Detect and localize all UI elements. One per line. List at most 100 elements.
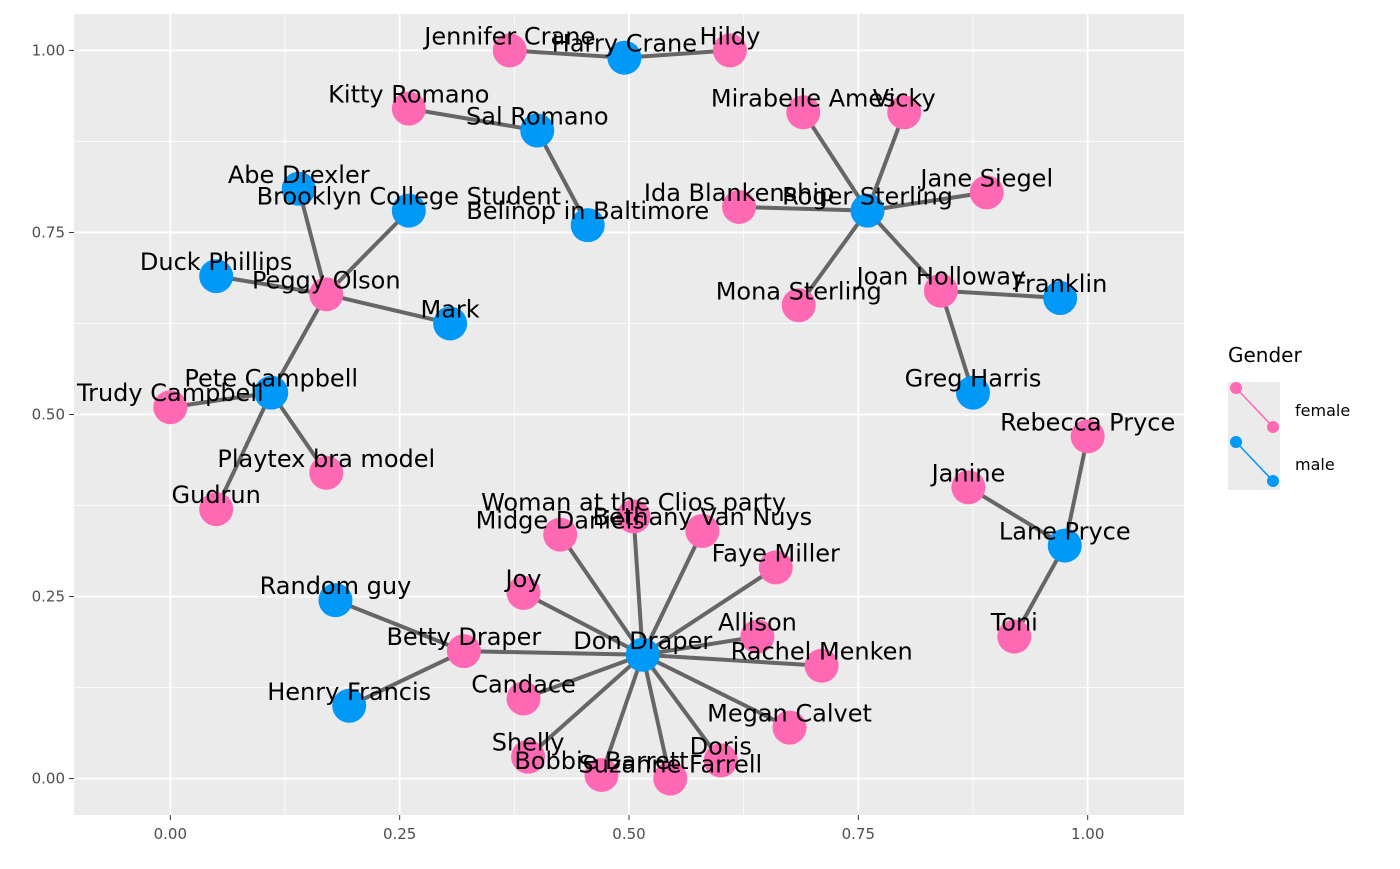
edge-lane-pryce-toni [1012,543,1067,639]
edge-abe-drexler-peggy-olson [296,186,329,297]
node-franklin [1043,280,1078,315]
node-gudrun [199,492,234,527]
edge-don-draper-bethany-van-nuys [640,529,705,657]
y-tick-label: 0.75 [32,223,65,241]
edge-joan-holloway-franklin [938,288,1063,300]
node-label-abe-drexler: Abe Drexler [228,161,370,189]
edge-janine-lane-pryce [966,485,1067,548]
node-label-playtex-bra-model: Playtex bra model [217,445,435,473]
node-abe-drexler [281,171,316,206]
x-tick-label: 1.00 [1071,825,1104,843]
edge-don-draper-shelly [526,652,645,759]
edge-don-draper-rachel-menken [640,652,824,668]
node-allison [740,619,775,654]
node-toni [997,619,1032,654]
node-megan-calvet [772,710,807,745]
node-trudy-campbell [153,390,188,425]
node-label-jane-siegel: Jane Siegel [918,164,1053,192]
edge-rebecca-pryce-lane-pryce [1062,434,1090,548]
node-rachel-menken [804,648,839,683]
edge-don-draper-joy [521,590,645,657]
y-tick-label: 0.00 [32,770,65,788]
legend-key-dot-male [1230,436,1242,448]
node-label-jennifer-crane: Jennifer Crane [422,22,595,50]
node-bobbie-barrett [584,757,619,792]
node-label-joan-holloway: Joan Holloway [855,263,1026,291]
node-label-woman-at-the-clios-party: Woman at the Clios party [481,488,786,516]
node-label-betty-draper: Betty Draper [386,623,541,651]
x-tick-label: 0.00 [154,825,187,843]
y-tick-label: 0.50 [32,406,65,424]
node-jennifer-crane [492,33,527,68]
node-joan-holloway [923,273,958,308]
edge-jennifer-crane-harry-crane [507,48,627,60]
node-label-megan-calvet: Megan Calvet [707,700,872,728]
node-betty-draper [446,634,481,669]
x-tick-label: 0.25 [383,825,416,843]
node-label-faye-miller: Faye Miller [712,539,840,567]
node-label-roger-sterling: Roger Sterling [782,183,953,211]
node-joy [506,575,541,610]
node-label-peggy-olson: Peggy Olson [252,266,401,294]
node-label-bethany-van-nuys: Bethany Van Nuys [593,503,813,531]
node-label-random-guy: Random guy [260,572,412,600]
edge-mona-sterling-roger-sterling [796,208,870,308]
node-label-candace: Candace [471,670,576,698]
node-mona-sterling [781,288,816,323]
node-label-ida-blankenship: Ida Blankenship [644,179,834,207]
edge-don-draper-doris [640,652,723,763]
node-roger-sterling [850,193,885,228]
node-label-franklin: Franklin [1013,270,1107,298]
node-label-mona-sterling: Mona Sterling [716,277,882,305]
edge-don-draper-candace [521,652,645,701]
node-duck-phillips [199,259,234,294]
legend-key-line-female [1235,387,1274,428]
node-label-doris: Doris [690,732,752,760]
node-label-mirabelle-ames: Mirabelle Ames [711,84,896,112]
node-peggy-olson [309,277,344,312]
node-label-rebecca-pryce: Rebecca Pryce [1000,408,1175,436]
edge-ida-blankenship-roger-sterling [737,204,870,213]
edge-betty-draper-henry-francis [347,649,466,708]
node-bethany-van-nuys [685,514,720,549]
node-label-janine: Janine [930,459,1006,487]
legend-key-dot-female [1230,382,1242,394]
edge-betty-draper-random-guy [333,598,466,654]
node-label-trudy-campbell: Trudy Campbell [76,379,264,407]
node-suzanne-farrell [653,761,688,796]
node-label-mark: Mark [421,295,480,323]
node-label-vicky: Vicky [873,84,936,112]
node-label-don-draper: Don Draper [573,627,712,655]
legend: Gender female male [1228,343,1350,490]
edge-joan-holloway-greg-harris [938,288,976,395]
edge-mirabelle-ames-roger-sterling [801,110,870,213]
edge-brooklyn-college-student-peggy-olson [324,208,411,297]
edges-layer [168,48,1090,781]
edge-don-draper-faye-miller [640,565,778,657]
edge-don-draper-midge-daniels [558,532,645,657]
edge-peggy-olson-mark [324,292,453,326]
edge-vicky-roger-sterling [865,110,907,213]
node-belinop-in-baltimore [570,208,605,243]
node-faye-miller [758,550,793,585]
node-label-duck-phillips: Duck Phillips [140,248,293,276]
node-vicky [887,95,922,130]
node-ida-blankenship [722,189,757,224]
legend-key-dot-male-end [1267,475,1279,487]
node-pete-campbell [254,375,289,410]
node-playtex-bra-model [309,455,344,490]
node-label-bobbie-barrett: Bobbie Barrett [514,747,688,775]
node-label-hildy: Hildy [699,22,760,50]
node-woman-at-the-clios-party [616,499,651,534]
edge-joan-holloway-roger-sterling [865,208,943,293]
node-label-rachel-menken: Rachel Menken [731,638,913,666]
edge-don-draper-betty-draper [461,649,645,657]
node-label-midge-daniels: Midge Daniels [476,507,645,535]
legend-key-background [1228,382,1280,490]
node-label-toni: Toni [990,609,1038,637]
node-kitty-romano [391,91,426,126]
edge-peggy-olson-pete-campbell [269,292,329,395]
legend-label-male: male [1295,455,1335,474]
